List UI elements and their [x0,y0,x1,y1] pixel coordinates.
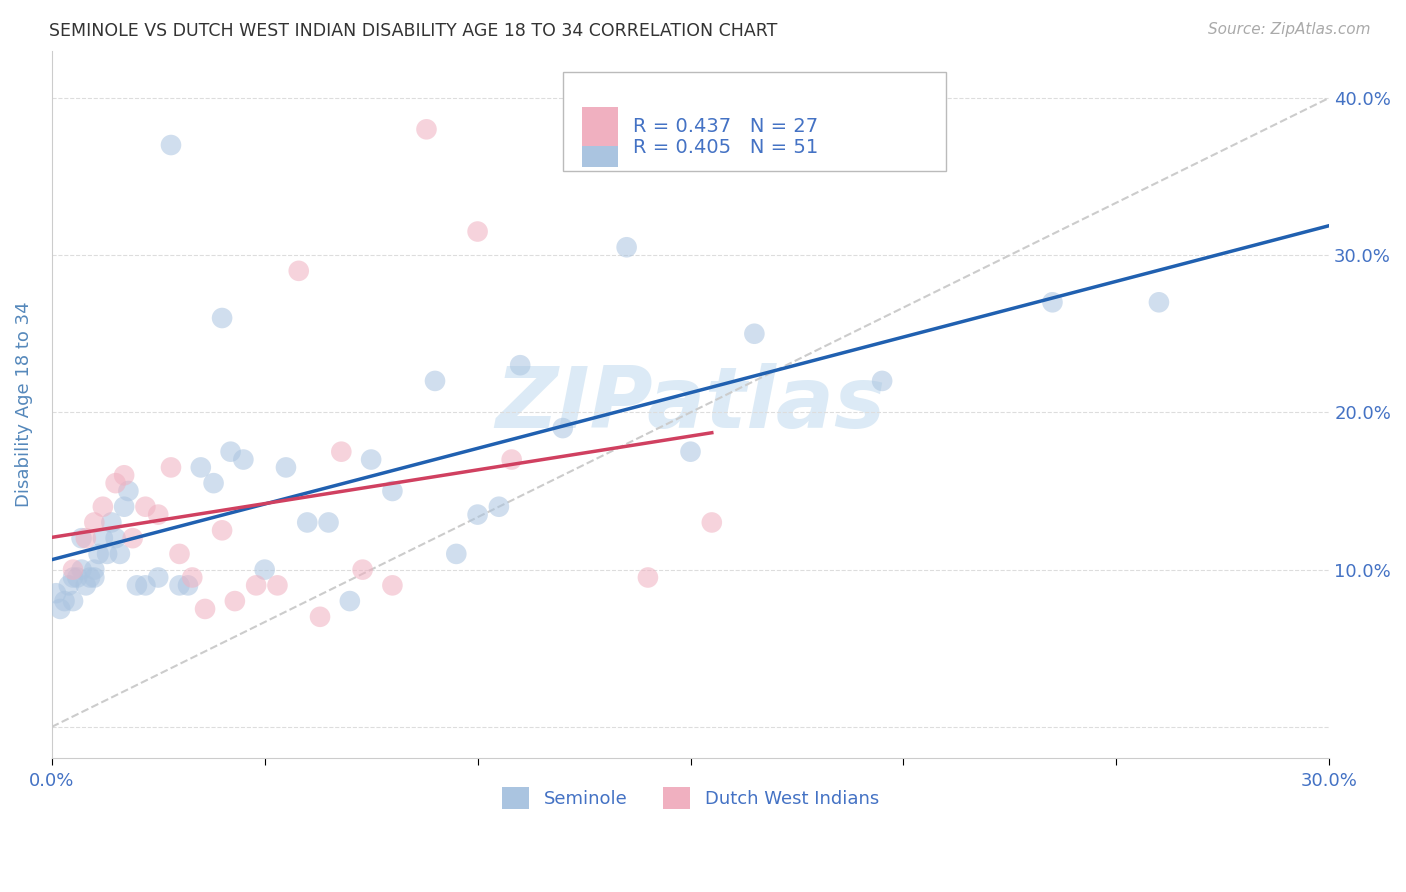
Point [125,578,148,592]
Point [415,122,437,136]
Point [79,570,101,584]
Point [318,516,340,530]
Point [232,452,254,467]
Point [190,460,212,475]
FancyBboxPatch shape [582,107,617,146]
Point [75,578,97,592]
Point [181,570,204,584]
Y-axis label: Disability Age 18 to 34: Disability Age 18 to 34 [15,301,32,508]
Point [169,547,191,561]
Point [744,326,766,341]
Point [112,500,135,514]
Point [446,547,468,561]
Point [297,516,319,530]
Point [1147,295,1170,310]
Point [100,516,122,530]
Point [83,563,105,577]
Point [266,578,288,592]
Point [381,578,404,592]
Point [202,476,225,491]
Point [467,225,489,239]
Text: Source: ZipAtlas.com: Source: ZipAtlas.com [1208,22,1371,37]
Point [117,483,139,498]
Point [134,578,156,592]
Point [70,563,93,577]
Point [253,563,276,577]
Point [83,570,105,584]
Point [75,531,97,545]
Point [330,444,353,458]
Point [104,476,127,491]
Point [58,578,80,592]
Text: R = 0.437   N = 27: R = 0.437 N = 27 [633,117,818,136]
Point [160,460,183,475]
Point [177,578,200,592]
Point [339,594,361,608]
Point [488,500,510,514]
Point [245,578,267,592]
Point [637,570,659,584]
Point [1042,295,1064,310]
Point [423,374,446,388]
Point [66,570,89,584]
Point [224,594,246,608]
Point [108,547,131,561]
Legend: Seminole, Dutch West Indians: Seminole, Dutch West Indians [495,780,886,816]
Point [91,500,114,514]
Point [121,531,143,545]
Point [169,578,191,592]
Point [211,524,233,538]
Point [148,508,170,522]
Point [87,547,110,561]
Point [112,468,135,483]
Text: SEMINOLE VS DUTCH WEST INDIAN DISABILITY AGE 18 TO 34 CORRELATION CHART: SEMINOLE VS DUTCH WEST INDIAN DISABILITY… [49,22,778,40]
Point [381,483,404,498]
Point [870,374,893,388]
Point [96,547,118,561]
Point [53,594,76,608]
Point [83,516,105,530]
Point [352,563,374,577]
Point [70,531,93,545]
Point [160,138,183,153]
Point [45,586,67,600]
Point [679,444,702,458]
Point [211,311,233,326]
Point [700,516,723,530]
Point [49,602,72,616]
Point [62,570,84,584]
Point [62,563,84,577]
Point [360,452,382,467]
Point [616,240,638,254]
Point [104,531,127,545]
FancyBboxPatch shape [562,72,946,171]
Point [309,609,332,624]
Point [509,358,531,372]
Point [148,570,170,584]
Point [91,531,114,545]
Point [62,594,84,608]
Point [134,500,156,514]
Point [219,444,242,458]
Point [467,508,489,522]
Point [274,460,297,475]
FancyBboxPatch shape [582,128,617,168]
Point [551,421,574,435]
Text: R = 0.405   N = 51: R = 0.405 N = 51 [633,138,818,158]
Point [194,602,217,616]
Point [501,452,523,467]
Text: ZIPatlas: ZIPatlas [495,363,886,446]
Point [287,264,309,278]
